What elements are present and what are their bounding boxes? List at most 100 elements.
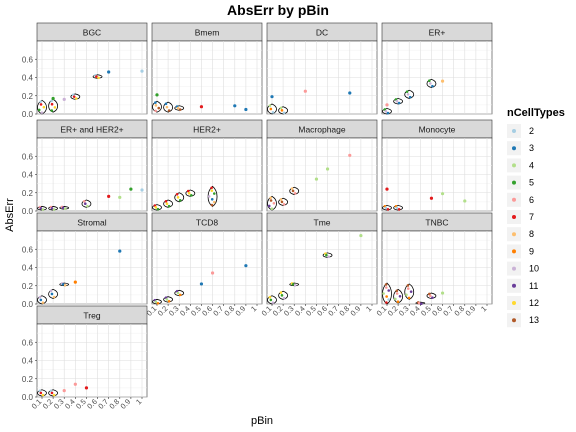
violin-point: [178, 108, 182, 111]
violin-point: [279, 198, 283, 201]
violin-point: [382, 292, 385, 295]
panel-strip-label: ER+ and HER2+: [60, 125, 123, 135]
violin-point: [178, 293, 182, 297]
violin-point: [210, 203, 214, 207]
violin-point: [407, 296, 411, 300]
panel-strip-label: TCD8: [196, 218, 218, 228]
violin-point: [406, 287, 410, 290]
x-tick-label: 1: [249, 304, 258, 313]
violin-point: [50, 206, 54, 210]
violin-point: [409, 290, 413, 293]
panel-strip-label: DC: [316, 28, 328, 38]
violin-point: [270, 207, 274, 211]
violin-point: [395, 99, 399, 103]
data-point: [440, 79, 445, 83]
legend-swatch: [512, 232, 516, 237]
violin-point: [49, 389, 53, 393]
legend-label: 5: [529, 178, 534, 188]
violin-point: [385, 295, 388, 298]
panel-strip-label: Tme: [314, 218, 331, 228]
violin-point: [39, 206, 43, 210]
data-point: [62, 97, 66, 101]
data-point: [385, 103, 389, 107]
violin-point: [282, 111, 286, 115]
violin-point: [176, 291, 180, 295]
legend-label: 12: [529, 298, 539, 308]
y-tick-label: 0.0: [22, 300, 34, 309]
legend-swatch: [512, 163, 516, 168]
violin-point: [38, 295, 42, 299]
violin-point: [178, 199, 182, 202]
violin-point: [154, 206, 158, 209]
y-tick-label: 0.4: [22, 171, 34, 180]
legend-label: 13: [529, 315, 539, 325]
violin-point: [41, 208, 45, 211]
violin-point: [405, 293, 408, 297]
violin-point: [41, 393, 45, 397]
legend-swatch: [512, 301, 516, 305]
violin-point: [74, 97, 78, 100]
violin-point: [291, 283, 295, 286]
data-point: [118, 195, 122, 199]
violin-point: [154, 109, 157, 113]
data-point: [73, 280, 77, 284]
x-tick-label: 0.9: [464, 304, 478, 318]
violin-point: [386, 111, 390, 115]
y-tick-label: 0.6: [22, 55, 34, 64]
violin-point: [50, 391, 54, 395]
y-tick-label: 0.4: [22, 357, 34, 366]
y-tick-label: 0.0: [22, 110, 34, 119]
legend-swatch: [512, 129, 516, 133]
violin-point: [50, 292, 54, 296]
violin-point: [395, 289, 399, 293]
violin-point: [165, 105, 169, 109]
violin-point: [387, 298, 390, 301]
violin-point: [95, 75, 98, 78]
violin-point: [212, 200, 216, 204]
violin-point: [212, 192, 216, 195]
violin-point: [268, 104, 272, 107]
chart-title: AbsErr by pBin: [227, 2, 329, 18]
violin-point: [156, 207, 160, 211]
violin-point: [83, 199, 86, 203]
legend-swatch: [512, 215, 516, 219]
violin-point: [154, 101, 157, 104]
violin-point: [293, 192, 297, 195]
panel-strip-label: Stromal: [77, 218, 106, 228]
x-tick-label: 1: [134, 397, 143, 406]
violin-point: [268, 295, 272, 299]
legend-label: 10: [529, 264, 539, 274]
y-tick-label: 0.4: [22, 264, 34, 273]
data-point: [140, 69, 144, 73]
violin-point: [293, 283, 297, 287]
violin-point: [271, 301, 275, 304]
legend-label: 3: [529, 143, 534, 153]
violin-point: [384, 109, 388, 113]
data-point: [385, 187, 389, 191]
data-point: [199, 105, 204, 109]
y-tick-label: 0.0: [22, 393, 34, 402]
violin-point: [42, 105, 46, 109]
violin-point: [394, 297, 397, 301]
violin-point: [83, 202, 87, 205]
violin-point: [165, 298, 169, 301]
violin-point: [210, 189, 214, 192]
panel-strip-label: Treg: [83, 311, 100, 321]
legend-title: nCellTypes: [507, 107, 565, 119]
x-tick-label: 0.9: [349, 304, 363, 318]
violin-point: [267, 204, 271, 208]
violin-point: [50, 102, 54, 106]
violin-point: [164, 199, 168, 203]
violin-point: [39, 100, 43, 103]
legend: nCellTypes 2 3 4 5 6 7 8 9 10 11 12 13: [507, 107, 565, 328]
facet-panel: DC: [266, 22, 378, 115]
data-point: [429, 196, 434, 200]
violin-point: [428, 79, 431, 82]
data-point: [359, 233, 363, 238]
violin-point: [279, 291, 283, 294]
violin-point: [269, 196, 273, 200]
violin-point: [428, 82, 432, 85]
violin-point: [61, 283, 65, 286]
violin-point: [52, 393, 56, 397]
